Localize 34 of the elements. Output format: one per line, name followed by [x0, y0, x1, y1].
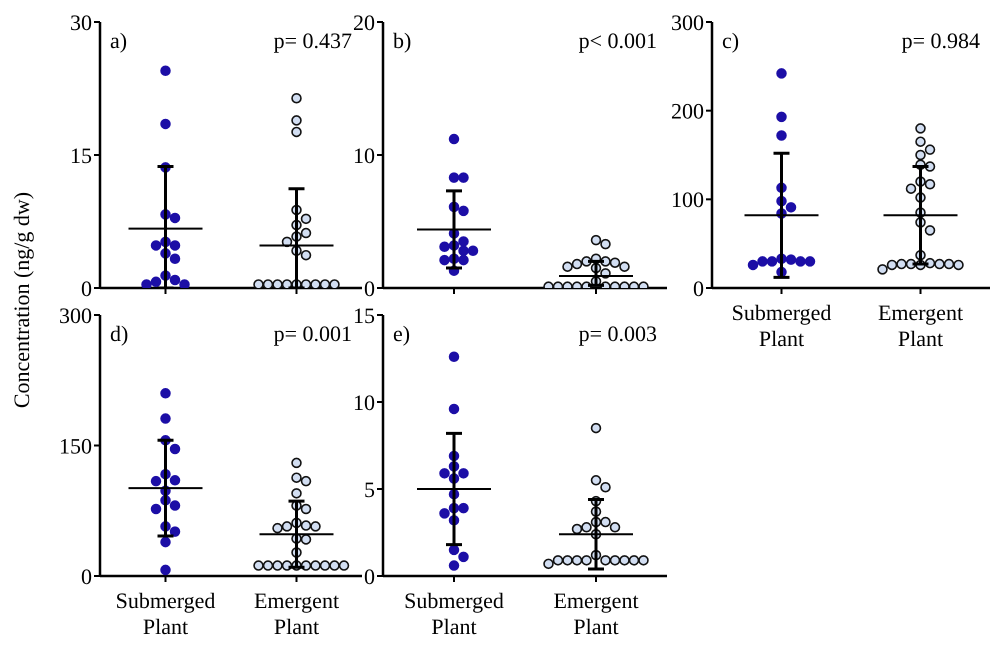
chart-title: a) [110, 28, 128, 54]
chart-title: c) [722, 28, 740, 54]
chart-title: b) [393, 28, 412, 54]
y-tick-label: 0 [364, 564, 375, 589]
x-tick-label: Submerged Plant [732, 300, 832, 351]
annotation: p= 0.437 [274, 28, 352, 54]
y-tick-label: 10 [353, 390, 375, 415]
y-tick-label: 0 [693, 276, 704, 301]
y-tick-label: 15 [70, 142, 92, 168]
annotation: p= 0.003 [578, 321, 657, 347]
y-tick-label: 0 [364, 276, 375, 301]
y-tick-label: 15 [353, 302, 375, 328]
y-tick-label: 100 [671, 187, 704, 212]
y-tick-label: 300 [671, 10, 704, 35]
x-tick-label: Emergent Plant [553, 588, 639, 639]
annotation: p= 0.001 [274, 321, 352, 347]
y-tick-label: 0 [81, 276, 92, 301]
y-tick-label: 0 [81, 564, 92, 589]
y-axis-title: Concentration (ng/g dw) [9, 192, 35, 408]
annotation: p= 0.984 [902, 28, 980, 54]
y-tick-label: 300 [59, 302, 92, 328]
x-tick-label: Emergent Plant [254, 588, 340, 639]
y-tick-label: 10 [353, 142, 375, 168]
x-tick-label: Emergent Plant [878, 300, 964, 351]
chart-title: e) [393, 321, 410, 347]
x-tick-label: Submerged Plant [116, 588, 216, 639]
y-tick-label: 20 [353, 10, 375, 35]
y-tick-label: 5 [364, 476, 375, 502]
y-tick-label: 200 [671, 98, 704, 124]
chart-title: d) [110, 321, 128, 347]
x-tick-label: Submerged Plant [404, 588, 504, 639]
annotation: p< 0.001 [578, 28, 657, 54]
y-tick-label: 30 [70, 10, 92, 35]
y-tick-label: 150 [59, 433, 92, 458]
